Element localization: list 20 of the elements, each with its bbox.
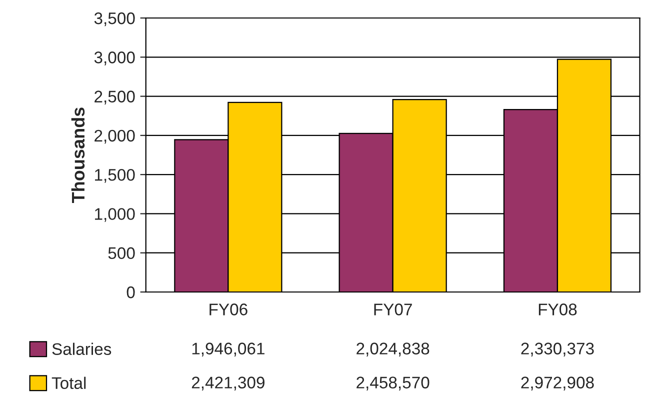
y-tick-label: 3,000 — [94, 52, 135, 66]
text: 2,024,838 — [356, 342, 430, 356]
y-tick-label: 2,000 — [94, 130, 135, 144]
x-tick-label: FY07 — [374, 304, 412, 316]
text: 1,946,061 — [192, 342, 264, 356]
x-tick-label: FY06 — [210, 304, 248, 316]
legend-label: Salaries — [52, 342, 112, 356]
text: 2,458,570 — [356, 376, 430, 390]
y-tick-label: 1,000 — [95, 208, 135, 222]
y-axis-title: Thousands — [71, 108, 85, 203]
text: 2,972,908 — [521, 376, 594, 390]
y-tick-label: 2,500 — [94, 90, 135, 104]
y-tick-label: 0 — [126, 286, 135, 298]
y-tick-label: 3,500 — [94, 12, 135, 26]
y-tick-label: 1,500 — [95, 168, 135, 183]
text: 2,330,373 — [521, 342, 594, 356]
y-tick-label: 500 — [108, 247, 135, 260]
legend-label: Total — [52, 376, 86, 390]
x-tick-label: FY08 — [538, 304, 577, 316]
text: 2,421,309 — [192, 376, 264, 390]
